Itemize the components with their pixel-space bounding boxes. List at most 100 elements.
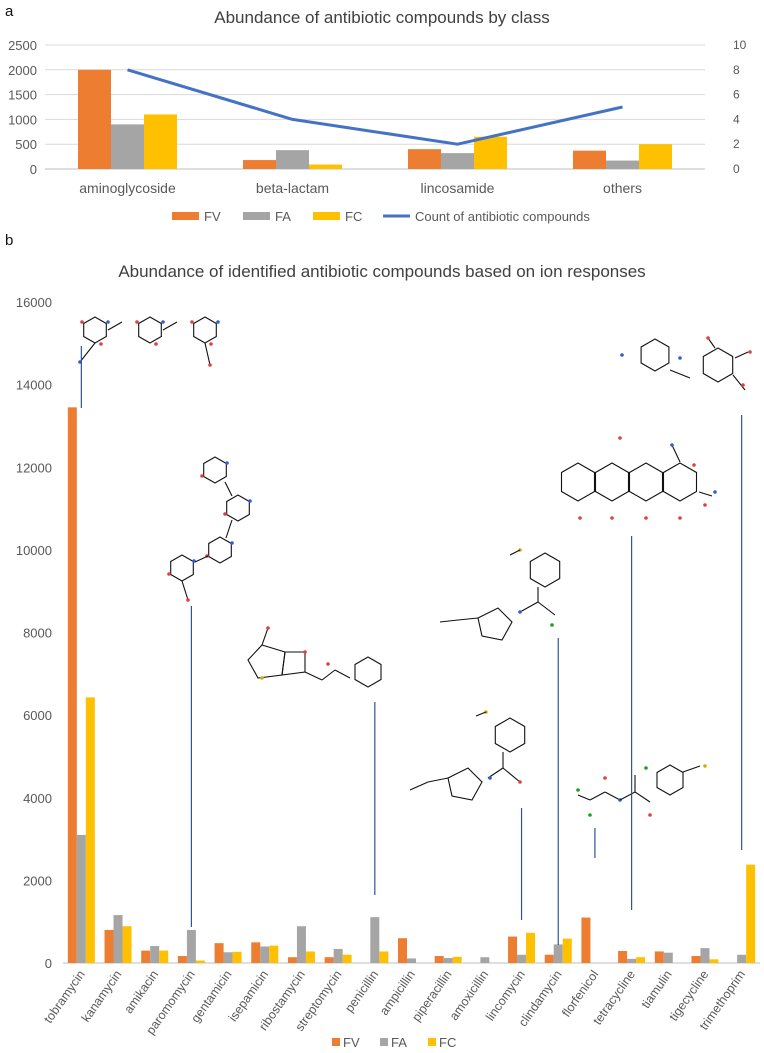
- ring: [560, 462, 596, 502]
- bar: [232, 951, 242, 963]
- bar: [434, 955, 444, 963]
- bond: [304, 671, 323, 681]
- bar: [562, 938, 572, 963]
- ring: [208, 536, 232, 564]
- atom: [588, 813, 592, 817]
- atom: [703, 764, 707, 768]
- ring: [193, 316, 217, 344]
- atom: [216, 320, 220, 324]
- x-tick-label: ampicillin: [377, 968, 418, 1018]
- atom: [678, 516, 682, 520]
- x-tick-label: amikacin: [121, 968, 161, 1016]
- y-tick-label: 1500: [8, 88, 37, 103]
- atom: [260, 676, 264, 680]
- y-tick-label: 2000: [8, 63, 37, 78]
- bar: [150, 946, 160, 963]
- ring: [354, 656, 382, 688]
- bar: [746, 864, 756, 963]
- atom: [266, 626, 270, 630]
- y-tick-label: 4000: [23, 791, 52, 806]
- bar: [618, 951, 628, 963]
- bond: [619, 791, 636, 801]
- structure-lincomycin: [409, 710, 526, 801]
- bar: [276, 150, 309, 169]
- bar: [639, 144, 672, 169]
- panel-b-label: b: [5, 232, 14, 249]
- x-tick-label: beta-lactam: [256, 180, 329, 196]
- ring: [628, 462, 664, 502]
- bar: [186, 929, 196, 963]
- x-tick-label: others: [603, 180, 642, 196]
- bar: [324, 957, 334, 963]
- bond: [204, 342, 211, 366]
- bar: [627, 958, 637, 963]
- bar: [370, 917, 380, 963]
- atom: [106, 320, 110, 324]
- ring: [170, 554, 194, 582]
- bar: [296, 926, 306, 963]
- chart-b-title: Abundance of identified antibiotic compo…: [118, 262, 646, 281]
- structure-florfenicol: [576, 764, 707, 817]
- atom: [209, 342, 213, 346]
- y-tick-label: 10000: [16, 543, 52, 558]
- y-tick-label: 1000: [8, 112, 37, 127]
- atom: [192, 559, 196, 563]
- bar: [113, 915, 123, 963]
- bond: [107, 321, 123, 331]
- bar: [379, 951, 389, 963]
- bond: [509, 549, 521, 556]
- bond: [334, 669, 351, 679]
- bar: [474, 136, 507, 169]
- bar: [342, 954, 352, 963]
- bond: [225, 519, 233, 539]
- bond: [589, 791, 606, 801]
- structure-tobramycin: [78, 316, 220, 367]
- ring: [640, 338, 670, 372]
- y-tick-label: 12000: [16, 460, 52, 475]
- bar: [691, 955, 701, 963]
- legend-label: FC: [439, 1035, 456, 1050]
- bar: [452, 956, 462, 963]
- ring: [662, 462, 698, 502]
- structure-trimethoprim: [620, 336, 752, 391]
- class-abundance-chart: 0 500 1000 1500 2000 2500 0 2 4 6 8 10 aminoglycosid…: [8, 38, 747, 224]
- bar: [517, 954, 527, 963]
- ring: [138, 316, 162, 344]
- bar: [76, 834, 86, 963]
- atom: [167, 572, 171, 576]
- bond: [162, 321, 178, 331]
- bar: [737, 954, 747, 963]
- bar: [663, 952, 673, 963]
- bond: [682, 765, 701, 773]
- bond: [321, 669, 336, 681]
- bar: [85, 697, 95, 963]
- atom: [578, 516, 582, 520]
- legend-swatch: [313, 212, 340, 220]
- bond: [261, 627, 269, 646]
- atom: [161, 320, 165, 324]
- bond: [669, 369, 691, 379]
- bond: [502, 767, 521, 783]
- atom: [748, 350, 752, 354]
- atom: [692, 463, 696, 467]
- bond: [224, 481, 233, 497]
- legend-label: FA: [275, 209, 291, 224]
- bar: [408, 149, 441, 169]
- bar: [333, 948, 343, 963]
- ring: [494, 717, 526, 753]
- y2-tick-label: 8: [733, 63, 740, 77]
- ring: [83, 316, 107, 344]
- bond: [577, 794, 591, 801]
- ring: [203, 456, 227, 484]
- ring: [656, 764, 684, 796]
- bar: [309, 164, 342, 169]
- atom: [488, 776, 492, 780]
- bar: [526, 932, 536, 963]
- x-tick-label: lincosamide: [421, 180, 495, 196]
- bond: [537, 601, 556, 616]
- atom: [713, 490, 717, 494]
- x-tick-label: aminoglycoside: [79, 180, 176, 196]
- bar: [407, 958, 416, 963]
- bar: [398, 938, 407, 963]
- atom: [648, 813, 652, 817]
